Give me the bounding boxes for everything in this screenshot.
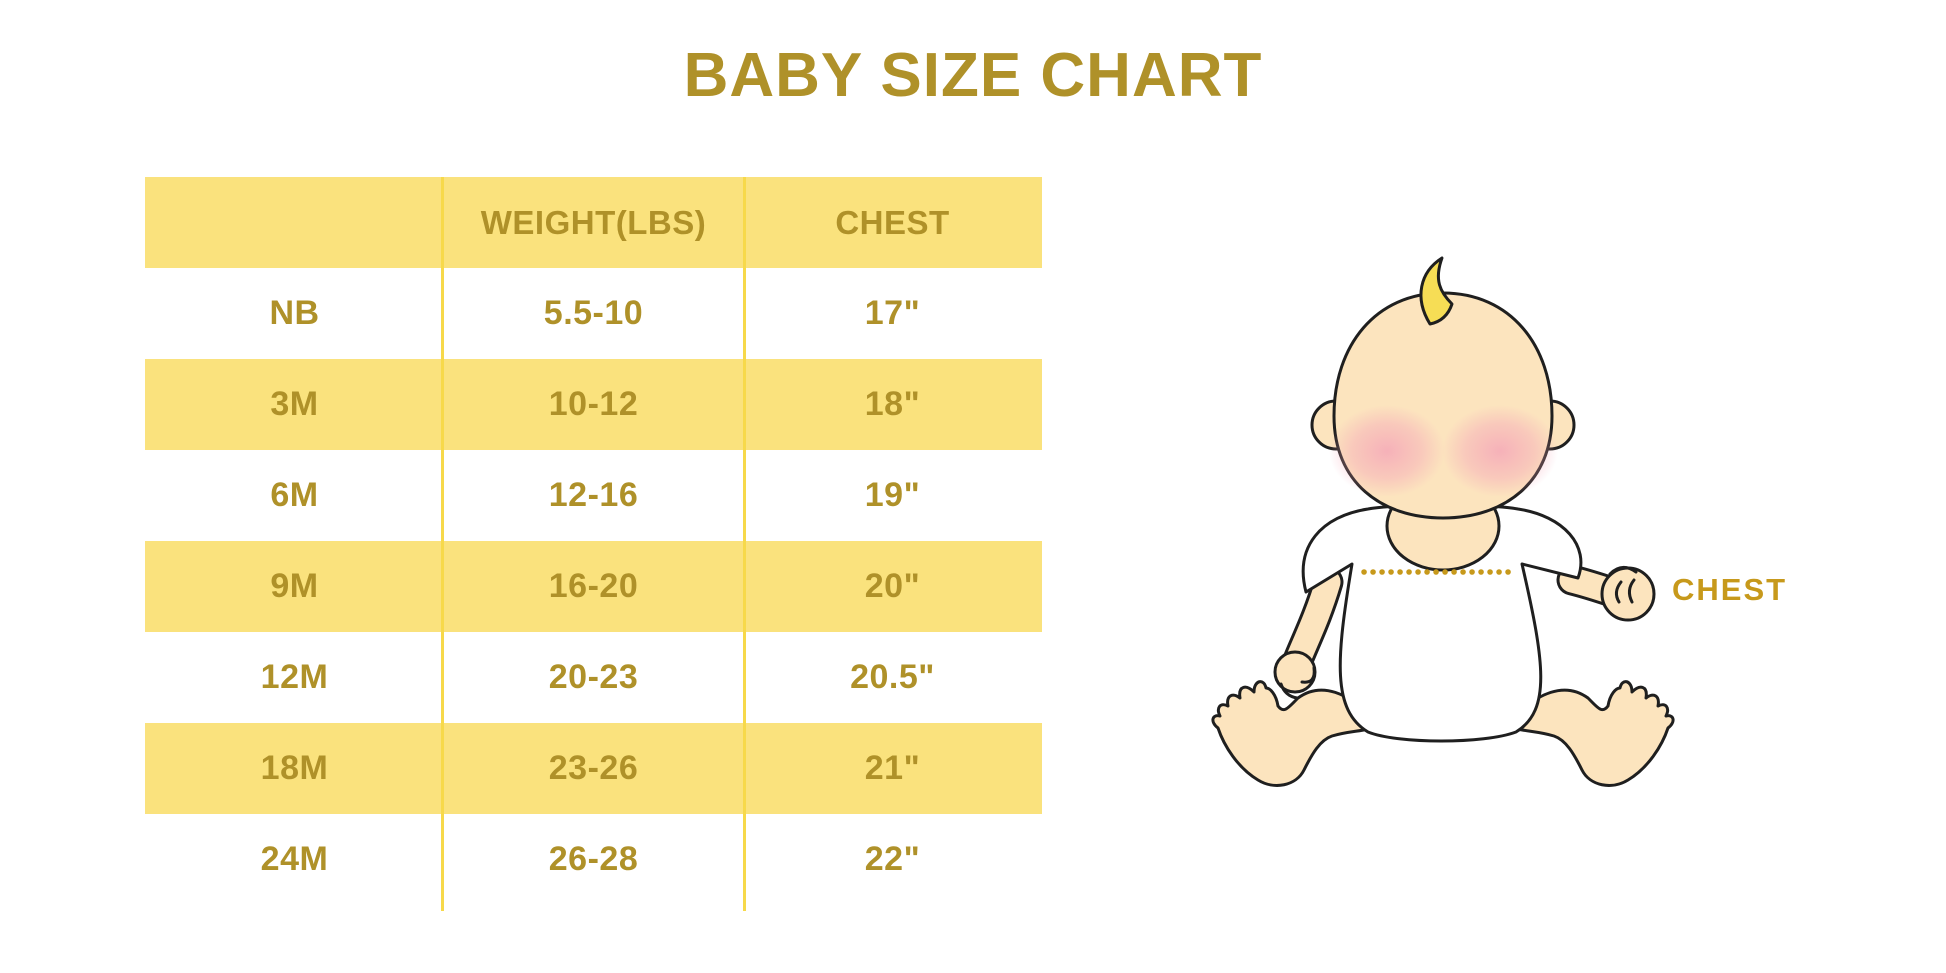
cell-size: 24M (260, 840, 329, 878)
column-divider (441, 177, 444, 911)
page-title: BABY SIZE CHART (683, 41, 1263, 110)
cell-chest: 17" (864, 294, 921, 332)
cell-weight: 16-20 (548, 567, 639, 605)
cell-chest: 22" (864, 840, 921, 878)
cell-size: 6M (270, 476, 319, 514)
cell-chest: 19" (864, 476, 921, 514)
cell-chest: 20.5" (850, 658, 935, 696)
cell-size: NB (269, 294, 320, 332)
cell-chest: 18" (864, 385, 921, 423)
baby-blush-right (1442, 405, 1558, 497)
table-row: 24M 26-28 22" (145, 814, 1042, 905)
table-row: 18M 23-26 21" (145, 723, 1042, 814)
chest-label: CHEST (1672, 572, 1788, 607)
cell-size: 9M (270, 567, 319, 605)
baby-drawing (1211, 256, 1675, 787)
cell-weight: 10-12 (548, 385, 639, 423)
table-header-row: WEIGHT(LBS) CHEST (145, 177, 1042, 268)
table-row: 3M 10-12 18" (145, 359, 1042, 450)
cell-size: 18M (260, 749, 329, 787)
cell-chest: 20" (864, 567, 921, 605)
baby-hair-tuft (1419, 256, 1454, 326)
column-divider (743, 177, 746, 911)
baby-blush-left (1329, 405, 1445, 497)
table-row: NB 5.5-10 17" (145, 268, 1042, 359)
cell-size: 3M (270, 385, 319, 423)
baby-arms (1273, 564, 1656, 700)
table-row: 9M 16-20 20" (145, 541, 1042, 632)
table-row: 6M 12-16 19" (145, 450, 1042, 541)
size-table: WEIGHT(LBS) CHEST NB 5.5-10 17" 3M 10-12… (145, 177, 1042, 911)
cell-chest: 21" (864, 749, 921, 787)
baby-legs (1211, 680, 1675, 787)
cell-weight: 12-16 (548, 476, 639, 514)
header-weight: WEIGHT(LBS) (480, 203, 707, 241)
header-chest: CHEST (835, 203, 950, 241)
baby-illustration: CHEST (1180, 220, 1785, 810)
cell-weight: 20-23 (548, 658, 639, 696)
cell-weight: 26-28 (548, 840, 639, 878)
table-row: 12M 20-23 20.5" (145, 632, 1042, 723)
baby-body (1301, 503, 1583, 743)
cell-size: 12M (260, 658, 329, 696)
cell-weight: 23-26 (548, 749, 639, 787)
cell-weight: 5.5-10 (543, 294, 644, 332)
